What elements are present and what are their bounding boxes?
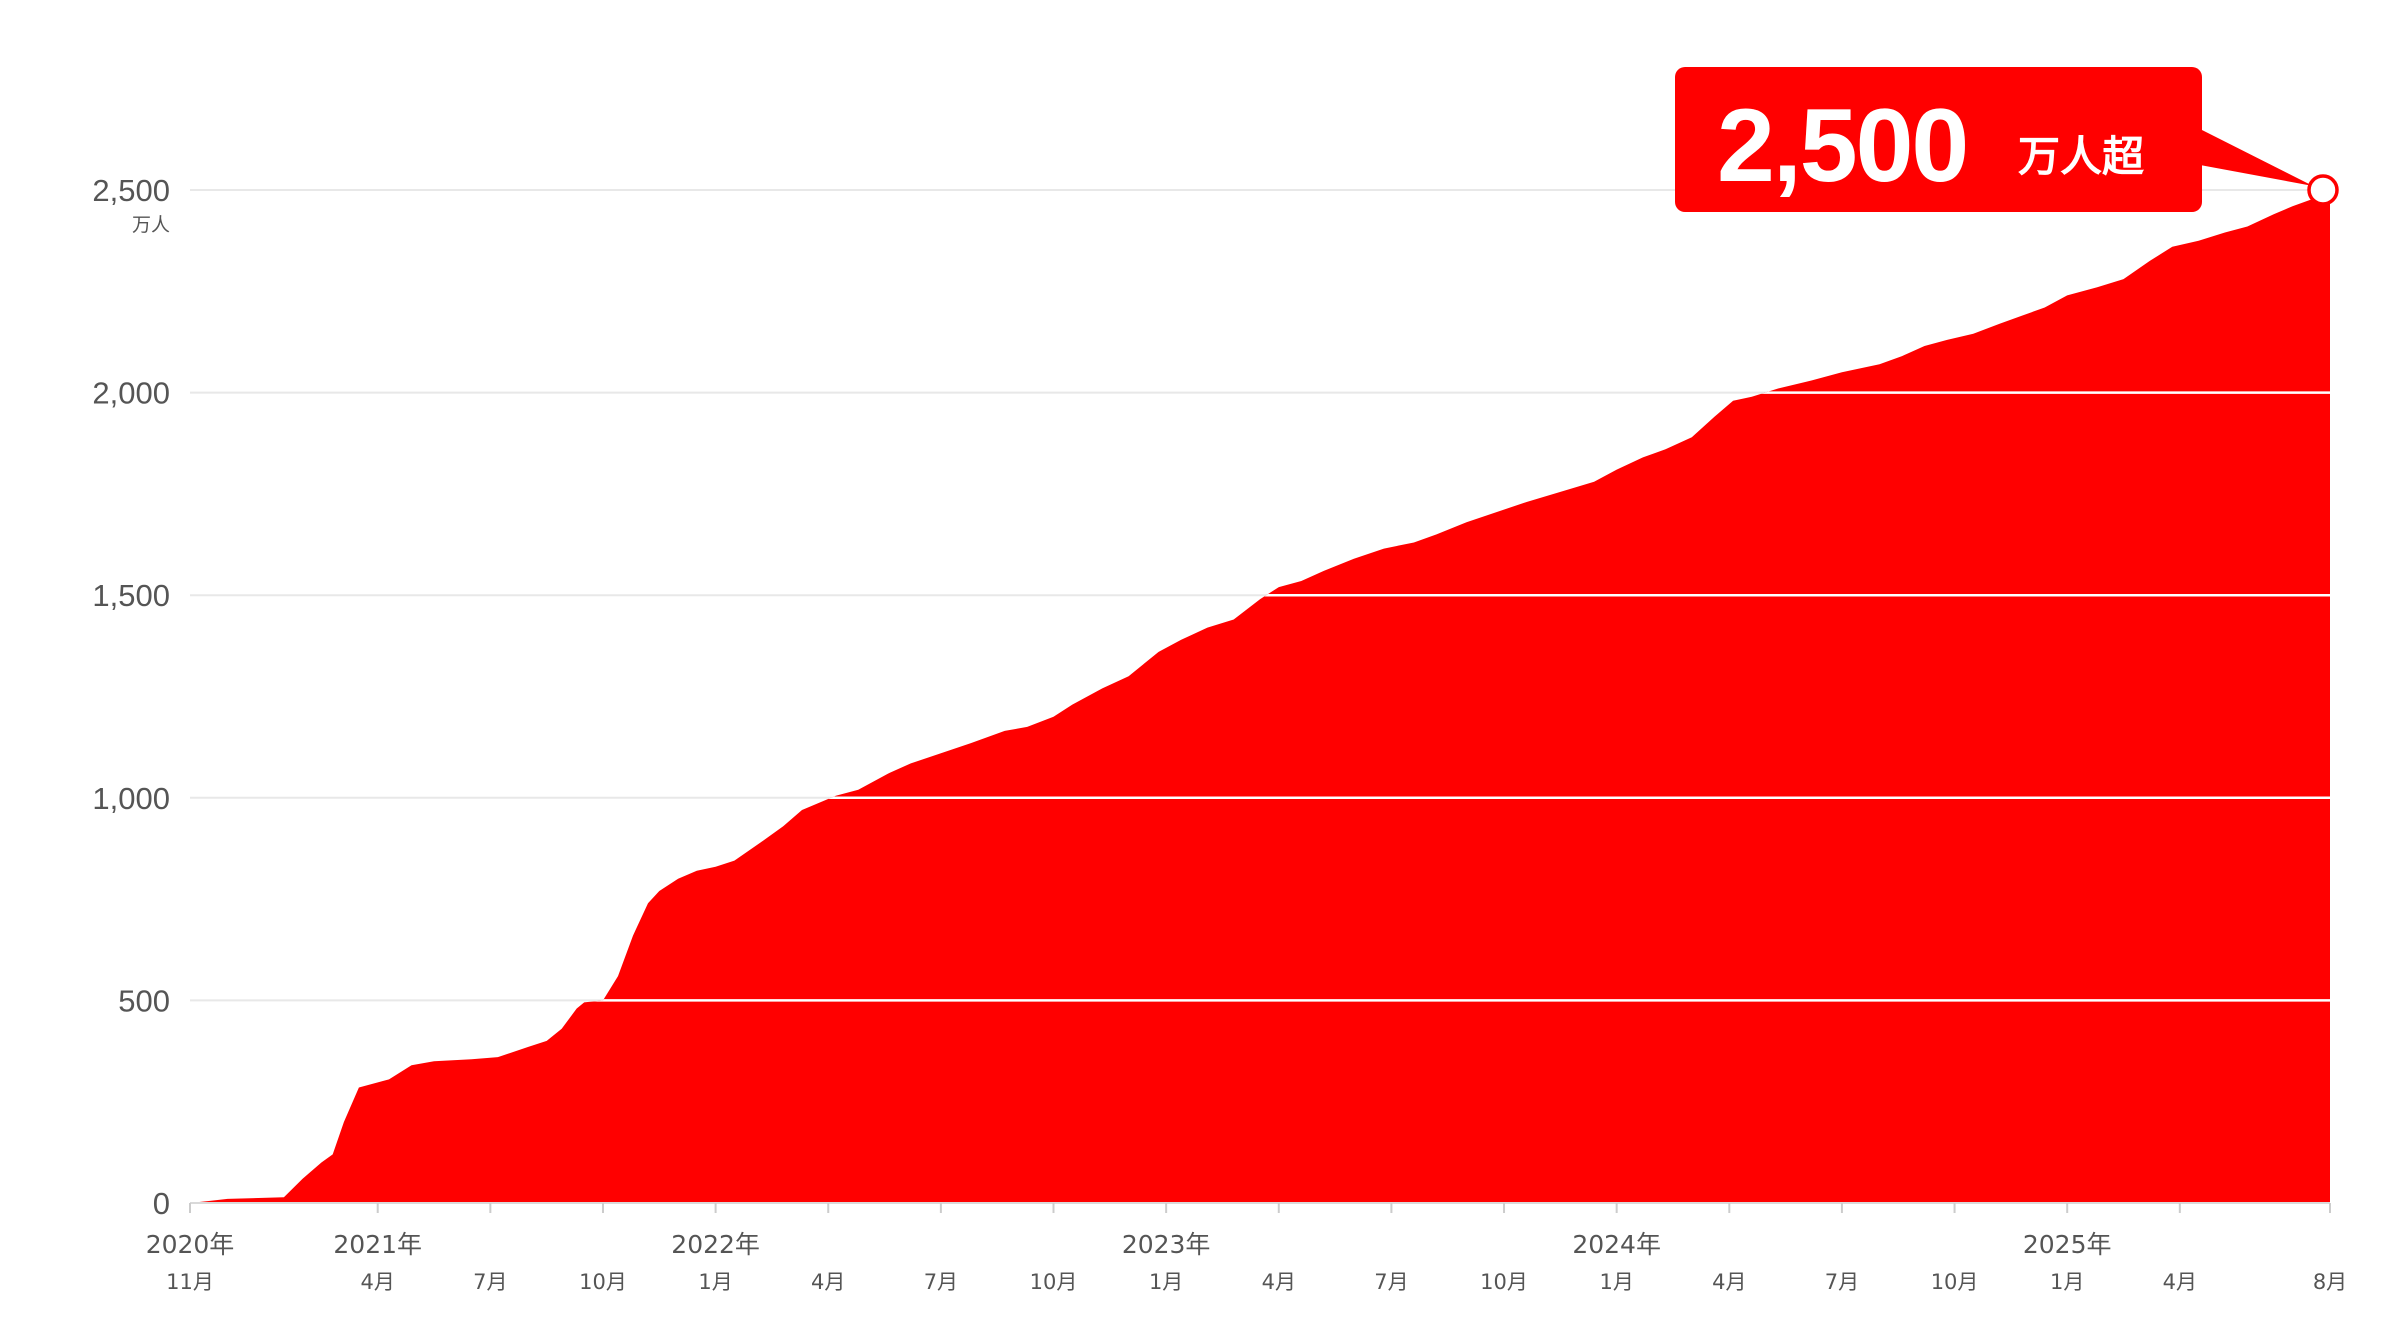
y-axis-unit-label: 万人 (132, 214, 170, 236)
x-tick-month-label: 10月 (579, 1270, 627, 1294)
callout-number: 2,500 (1717, 88, 1967, 204)
x-tick-month-label: 4月 (1262, 1270, 1296, 1294)
x-tick-month-label: 7月 (924, 1270, 958, 1294)
y-tick-label: 1,500 (92, 578, 170, 613)
x-tick-month-label: 11月 (166, 1270, 214, 1294)
x-tick-year-label: 2024年 (1572, 1230, 1661, 1259)
y-tick-label: 2,500 (92, 173, 170, 208)
x-tick-month-label: 7月 (1374, 1270, 1408, 1294)
x-tick-month-label: 1月 (698, 1270, 732, 1294)
x-tick-year-label: 2022年 (671, 1230, 760, 1259)
y-tick-label: 500 (118, 983, 170, 1018)
end-point-marker (2307, 174, 2339, 206)
callout-box (1675, 67, 2202, 212)
x-tick-month-label: 4月 (361, 1270, 395, 1294)
x-tick-month-label: 7月 (1825, 1270, 1859, 1294)
x-tick-year-label: 2021年 (333, 1230, 422, 1259)
x-tick-year-label: 2023年 (1122, 1230, 1211, 1259)
y-tick-label: 2,000 (92, 376, 170, 411)
x-tick-month-label: 1月 (1599, 1270, 1633, 1294)
x-tick-month-label: 1月 (1149, 1270, 1183, 1294)
callout-unit: 万人超 (2018, 132, 2145, 181)
x-tick-year-label: 2025年 (2023, 1230, 2112, 1259)
callout-pointer (2200, 129, 2313, 186)
x-tick-month-label: 10月 (1931, 1270, 1979, 1294)
x-tick-month-label: 8月 (2313, 1270, 2347, 1294)
x-tick-month-label: 4月 (1712, 1270, 1746, 1294)
x-tick-month-label: 7月 (473, 1270, 507, 1294)
x-axis-ticks: 2020年 11月 2021年 4月 7月 10月 2022年 1月 4月 7月 10月 2023年 1… (146, 1203, 2347, 1294)
y-axis-labels: 0 500 1,000 1,500 2,000 2,500 (92, 173, 170, 1221)
x-tick-month-label: 10月 (1030, 1270, 1078, 1294)
callout-badge: 2,500 万人超 (1675, 67, 2313, 212)
x-tick-month-label: 10月 (1480, 1270, 1528, 1294)
x-tick-month-label: 4月 (2163, 1270, 2197, 1294)
cumulative-area (190, 190, 2330, 1203)
y-tick-label: 1,000 (92, 781, 170, 816)
x-tick-year-label: 2020年 (146, 1230, 235, 1259)
y-tick-label: 0 (153, 1186, 170, 1221)
x-tick-month-label: 1月 (2050, 1270, 2084, 1294)
x-tick-month-label: 4月 (811, 1270, 845, 1294)
